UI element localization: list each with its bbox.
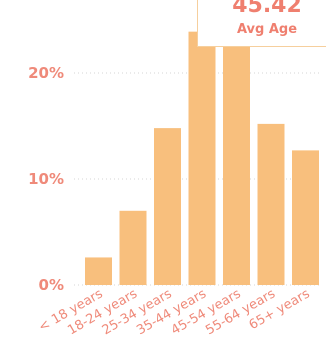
bar[interactable] [85,257,112,285]
bar[interactable] [257,123,285,285]
bar[interactable] [223,33,250,285]
bar[interactable] [119,210,147,285]
bar[interactable] [188,31,216,285]
bar[interactable] [292,150,319,285]
y-tick-label: 0% [39,276,64,294]
bar[interactable] [154,128,181,285]
avg-age-card: 45.42 Avg Age [197,0,326,47]
avg-age-value: 45.42 [232,0,302,18]
avg-age-label: Avg Age [236,22,298,37]
y-tick-label: 20% [28,64,64,82]
y-tick-label: 10% [28,170,64,188]
